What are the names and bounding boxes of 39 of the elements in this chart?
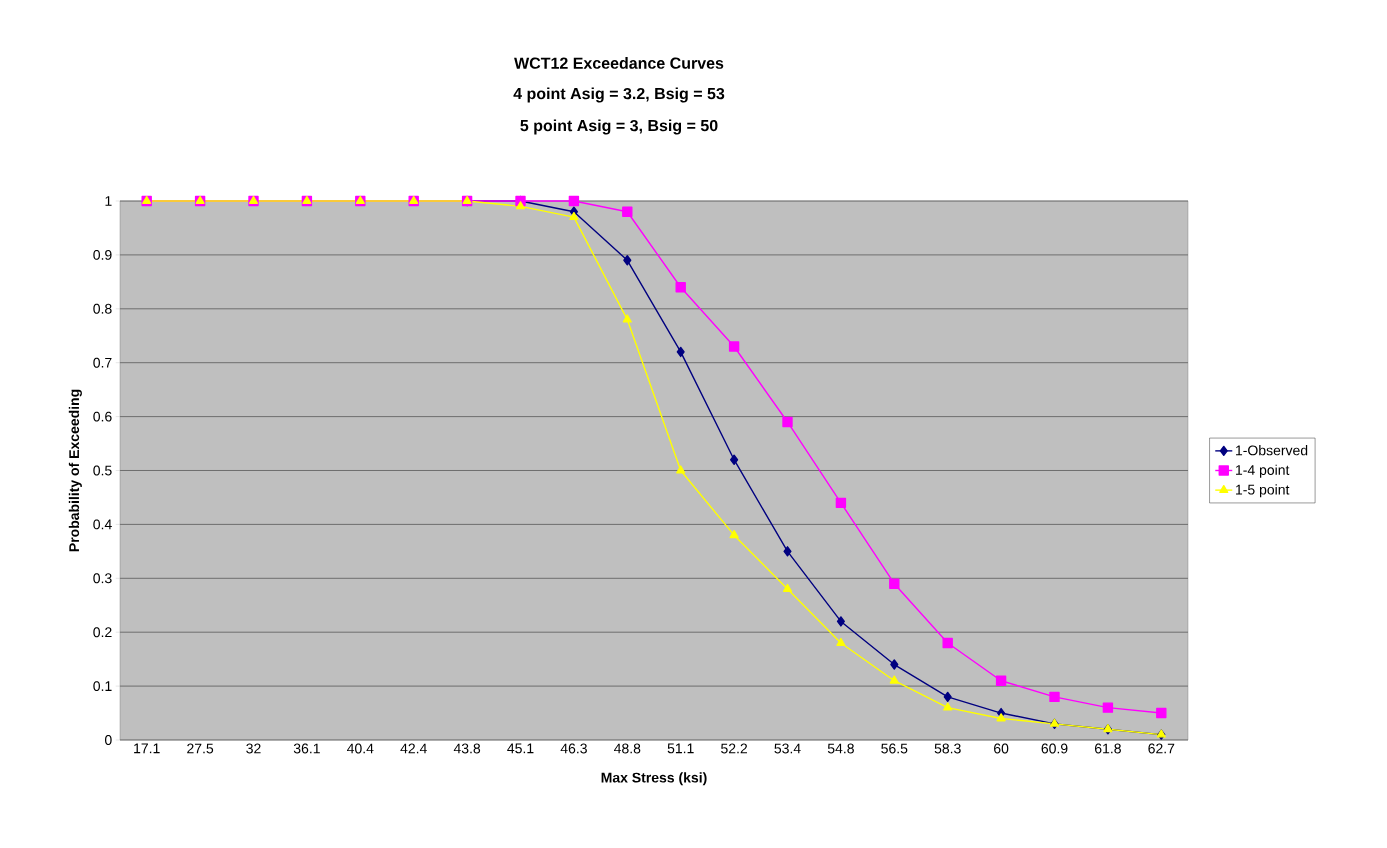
x-tick-label: 17.1 [134, 743, 160, 754]
x-tick-label: 40.4 [347, 743, 374, 754]
y-tick-label: 0.7 [93, 357, 112, 368]
x-tick-label: 46.3 [560, 743, 587, 754]
x-tick-label: 51.1 [667, 743, 694, 754]
y-tick-label: 1 [105, 196, 112, 206]
x-tick-label: 61.8 [1095, 743, 1121, 754]
y-axis-title: Probability of Exceeding [68, 389, 82, 552]
legend-label: 1-Observed [1236, 445, 1308, 456]
y-tick-label: 0.4 [93, 519, 112, 530]
x-tick-label: 60.9 [1041, 743, 1068, 754]
x-axis-title: Max Stress (ksi) [601, 772, 707, 786]
x-tick-label: 53.4 [774, 743, 801, 754]
x-tick-label: 54.8 [827, 743, 854, 754]
text: 5 point Asig = 3, Bsig = 50 [520, 119, 718, 135]
y-tick-label: 0.8 [93, 303, 112, 314]
x-tick-label: 58.3 [934, 743, 961, 754]
x-tick-label: 42.4 [400, 743, 427, 754]
y-tick-label: 0.5 [93, 465, 112, 476]
legend-label: 1-4 point [1236, 464, 1290, 478]
y-tick-label: 0.3 [93, 573, 112, 584]
y-tick-label: 0.9 [93, 249, 112, 260]
x-tick-label: 32 [246, 743, 261, 754]
x-tick-label: 45.1 [507, 743, 534, 754]
legend-label: 1-5 point [1236, 484, 1290, 498]
x-tick-label: 36.1 [293, 743, 320, 754]
x-tick-label: 43.8 [453, 743, 481, 754]
x-tick-label: 48.8 [614, 743, 641, 754]
x-tick-label: 52.2 [721, 743, 748, 754]
x-tick-label: 62.7 [1148, 743, 1175, 754]
y-tick-label: 0 [104, 735, 112, 745]
chart-subtitle: 4 point Asig = 3.2, Bsig = 53 [513, 87, 725, 103]
y-tick-label: 0.6 [93, 411, 112, 422]
chart-title: WCT12 Exceedance Curves [514, 57, 724, 69]
x-tick-label: 60 [994, 743, 1009, 754]
x-tick-label: 27.5 [187, 743, 214, 754]
y-tick-label: 0.1 [93, 681, 112, 692]
x-tick-label: 56.5 [881, 743, 908, 754]
y-tick-label: 0.2 [93, 627, 112, 638]
